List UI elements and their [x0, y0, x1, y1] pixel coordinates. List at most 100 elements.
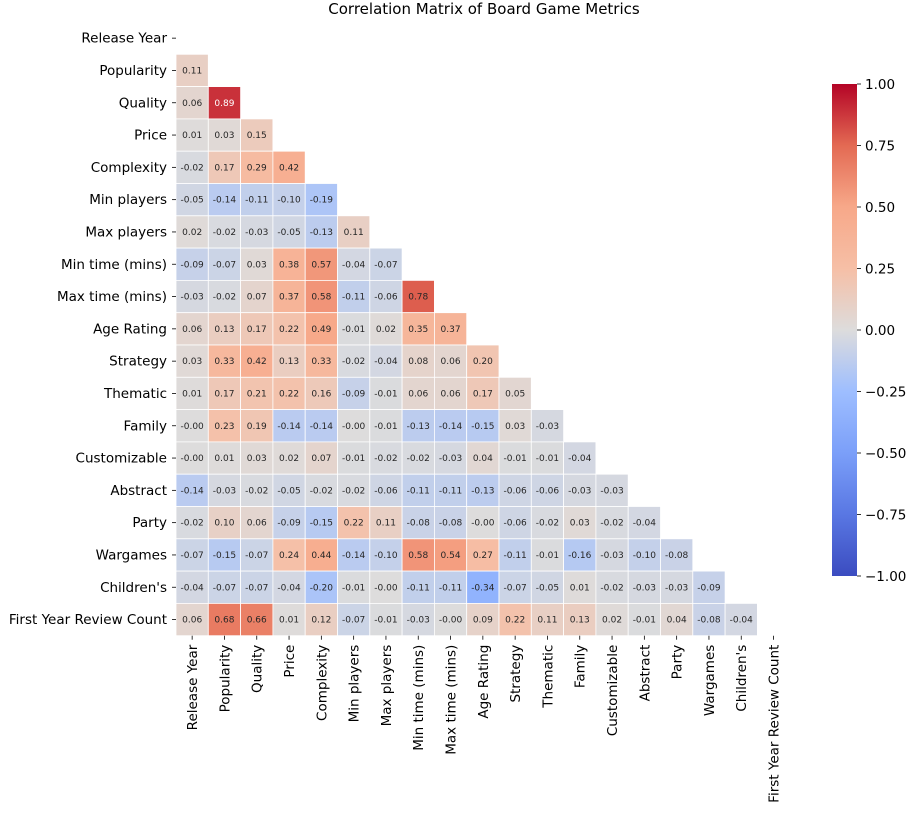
cell-value-label: -0.13	[310, 228, 333, 238]
heatmap-cell	[724, 603, 758, 637]
cell-value-label: 0.17	[473, 389, 493, 399]
cell-value-label: 0.07	[247, 293, 267, 303]
colorbar-tick-label: 1.00	[865, 77, 895, 93]
row-labels: Release Year Popularity Quality Price Comple…	[9, 31, 176, 628]
column-label: Thematic	[540, 645, 556, 709]
heatmap-cell	[498, 376, 532, 410]
cell-value-label: 0.22	[505, 616, 525, 626]
cell-value-label: -0.34	[471, 583, 495, 593]
heatmap-cell	[240, 570, 274, 604]
colorbar: 1.00 0.75 0.50 0.25 0.00 −0.25 −0.50 −0.75 −1.00	[832, 77, 906, 585]
heatmap-cell	[595, 570, 629, 604]
heatmap-cell	[175, 538, 209, 572]
column-label: Children's	[734, 645, 750, 712]
heatmap-cell	[272, 344, 306, 378]
cell-value-label: -0.14	[342, 551, 366, 561]
row-label: Max players	[85, 224, 167, 240]
cell-value-label: -0.07	[213, 260, 236, 270]
heatmap-cell	[433, 570, 468, 604]
cell-value-label: -0.02	[213, 293, 236, 303]
cell-value-label: 0.13	[214, 325, 234, 335]
cell-value-label: 0.10	[214, 519, 234, 529]
cell-value-label: 0.06	[182, 99, 202, 109]
heatmap-cell	[369, 409, 403, 443]
cell-value-label: -0.05	[277, 486, 300, 496]
column-label: Max time (mins)	[444, 645, 460, 755]
heatmap-cell	[433, 409, 468, 443]
heatmap-cell	[433, 441, 468, 475]
cell-value-label: -0.14	[213, 196, 237, 206]
cell-value-label: 0.03	[505, 422, 525, 432]
heatmap-cell	[207, 215, 242, 249]
row-label: Min players	[89, 192, 167, 208]
cell-value-label: -0.00	[374, 583, 398, 593]
cell-value-label: 0.17	[214, 389, 234, 399]
heatmap-cell	[207, 247, 242, 281]
heatmap-cell	[563, 441, 597, 475]
heatmap-cell	[240, 215, 274, 249]
heatmap-cell	[304, 473, 338, 507]
cell-value-label: -0.07	[181, 551, 204, 561]
heatmap-cell	[207, 183, 242, 217]
cell-value-label: 0.37	[279, 293, 299, 303]
cell-value-label: -0.19	[310, 196, 334, 206]
heatmap-cell	[369, 603, 403, 637]
column-label: Family	[573, 645, 589, 688]
cell-value-label: 0.89	[214, 99, 234, 109]
cell-value-label: -0.01	[374, 616, 397, 626]
heatmap-cell	[337, 312, 371, 346]
cell-value-label: 0.02	[182, 228, 202, 238]
heatmap-cells: 0.11 0.06 0.89 0.01 0.03 0.15 -0.02 0.17 0.29 0.4…	[175, 53, 758, 637]
cell-value-label: -0.02	[374, 454, 397, 464]
heatmap-cell	[272, 183, 306, 217]
cell-value-label: 0.03	[182, 357, 202, 367]
cell-value-label: -0.20	[310, 583, 334, 593]
column-label: Release Year	[185, 644, 201, 730]
column-label: Min players	[347, 645, 363, 723]
row-label: Max time (mins)	[57, 289, 167, 305]
colorbar-tick-label: −0.75	[865, 508, 906, 524]
cell-value-label: -0.03	[181, 293, 204, 303]
heatmap-cell	[401, 279, 435, 314]
heatmap-cell	[207, 409, 242, 443]
cell-value-label: -0.08	[665, 551, 689, 561]
cell-value-label: -0.04	[568, 454, 592, 464]
heatmap-cell	[401, 473, 435, 507]
cell-value-label: 0.22	[344, 519, 364, 529]
heatmap-cell	[304, 215, 338, 249]
row-label: Price	[134, 128, 167, 144]
cell-value-label: 0.17	[214, 163, 234, 173]
heatmap-cell	[563, 603, 597, 637]
heatmap-cell	[433, 473, 468, 507]
colorbar-tick-label: −1.00	[865, 569, 906, 585]
cell-value-label: 0.03	[247, 260, 267, 270]
column-label: Strategy	[508, 645, 524, 703]
column-label: First Year Review Count	[767, 645, 783, 803]
heatmap-cell	[369, 506, 403, 540]
heatmap-cell	[272, 409, 306, 443]
cell-value-label: -0.03	[245, 228, 268, 238]
heatmap-cell	[369, 441, 403, 475]
cell-value-label: 0.68	[214, 616, 234, 626]
cell-value-label: -0.03	[633, 583, 656, 593]
column-label: Quality	[250, 645, 266, 693]
heatmap-cell	[466, 506, 500, 540]
heatmap-cell	[369, 247, 403, 281]
heatmap-cell	[498, 570, 532, 604]
heatmap-cell	[337, 344, 371, 378]
row-label: Family	[124, 418, 167, 434]
cell-value-label: -0.11	[439, 583, 462, 593]
heatmap-cell	[272, 376, 306, 410]
column-label: Max players	[379, 645, 395, 727]
cell-value-label: 0.57	[311, 260, 331, 270]
row-label: Release Year	[81, 31, 167, 47]
heatmap-cell	[498, 506, 532, 540]
cell-value-label: -0.01	[374, 422, 397, 432]
cell-value-label: -0.03	[536, 422, 559, 432]
row-label: Quality	[119, 95, 167, 111]
cell-value-label: 0.42	[279, 163, 299, 173]
heatmap-cell	[498, 441, 532, 475]
cell-value-label: 0.23	[214, 422, 234, 432]
heatmap-cell	[240, 409, 274, 443]
cell-value-label: -0.00	[471, 519, 495, 529]
